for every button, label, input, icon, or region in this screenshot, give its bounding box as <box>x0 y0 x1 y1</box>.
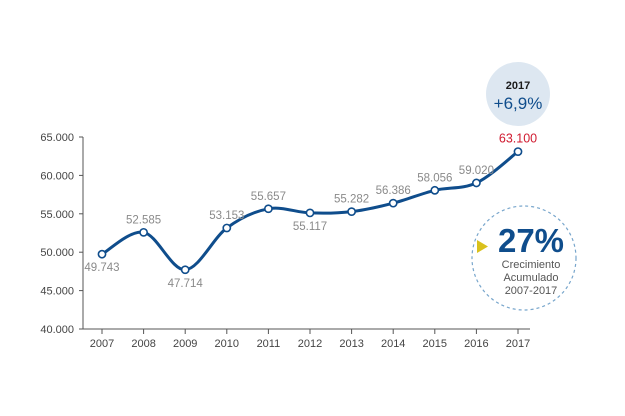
cumulative-growth-callout: 27% Crecimiento Acumulado 2007-2017 <box>471 205 577 311</box>
data-point <box>513 147 523 156</box>
y-tick-label: 65.000 <box>40 132 74 144</box>
data-label: 47.714 <box>168 278 204 290</box>
cumulative-line3: 2007-2017 <box>505 285 558 297</box>
data-label: 53.153 <box>209 210 244 222</box>
data-label: 56.386 <box>376 185 411 197</box>
data-label: 63.100 <box>499 132 537 146</box>
y-tick-label: 60.000 <box>40 170 74 182</box>
cumulative-circle <box>471 205 577 311</box>
data-point <box>222 223 232 233</box>
badge-year: 2017 <box>506 80 530 92</box>
x-tick-label: 2011 <box>257 338 281 350</box>
pointer-arrow-icon <box>477 240 488 253</box>
data-point <box>305 208 315 218</box>
data-label: 52.585 <box>126 214 161 226</box>
data-label: 55.117 <box>293 221 327 233</box>
x-tick-label: 2010 <box>215 338 239 350</box>
x-tick-label: 2016 <box>464 338 488 350</box>
x-tick-label: 2007 <box>90 338 114 350</box>
y-tick-label: 45.000 <box>40 286 74 298</box>
cumulative-value: 27% <box>498 222 564 259</box>
data-label: 58.056 <box>417 172 452 184</box>
data-point <box>347 207 356 217</box>
data-label: 55.657 <box>251 191 286 203</box>
change-badge: 2017 +6,9% <box>486 62 550 126</box>
badge-circle <box>486 62 550 126</box>
y-tick-label: 40.000 <box>40 324 74 336</box>
data-point <box>388 198 398 208</box>
data-points <box>97 147 523 275</box>
x-tick-label: 2012 <box>298 338 322 350</box>
cumulative-line1: Crecimiento <box>502 259 561 271</box>
x-tick-label: 2009 <box>173 338 197 350</box>
x-tick-label: 2008 <box>131 338 155 350</box>
data-point <box>430 185 440 195</box>
data-labels: 49.743 52.585 47.714 53.153 55.657 55.117 55.2… <box>84 132 537 290</box>
badge-change: +6,9% <box>494 94 543 113</box>
data-label: 55.282 <box>334 194 369 206</box>
data-label: 49.743 <box>84 262 119 274</box>
y-axis: 40.000 45.000 50.000 55.000 60.000 65.000 <box>40 132 84 336</box>
data-label: 59.020 <box>459 165 494 177</box>
x-tick-label: 2017 <box>506 338 530 350</box>
y-tick-label: 55.000 <box>40 209 74 221</box>
x-tick-label: 2015 <box>423 338 447 350</box>
cumulative-line2: Acumulado <box>503 272 558 284</box>
data-point <box>263 204 273 214</box>
data-point <box>139 227 148 237</box>
data-point <box>97 249 107 259</box>
y-tick-label: 50.000 <box>40 247 74 259</box>
x-tick-label: 2013 <box>339 338 363 350</box>
x-axis: 2007 2008 2009 2010 2011 2012 2013 2014 2015 2016… <box>83 328 530 350</box>
data-point <box>180 265 190 275</box>
x-tick-label: 2014 <box>381 338 405 350</box>
data-point <box>471 178 481 188</box>
